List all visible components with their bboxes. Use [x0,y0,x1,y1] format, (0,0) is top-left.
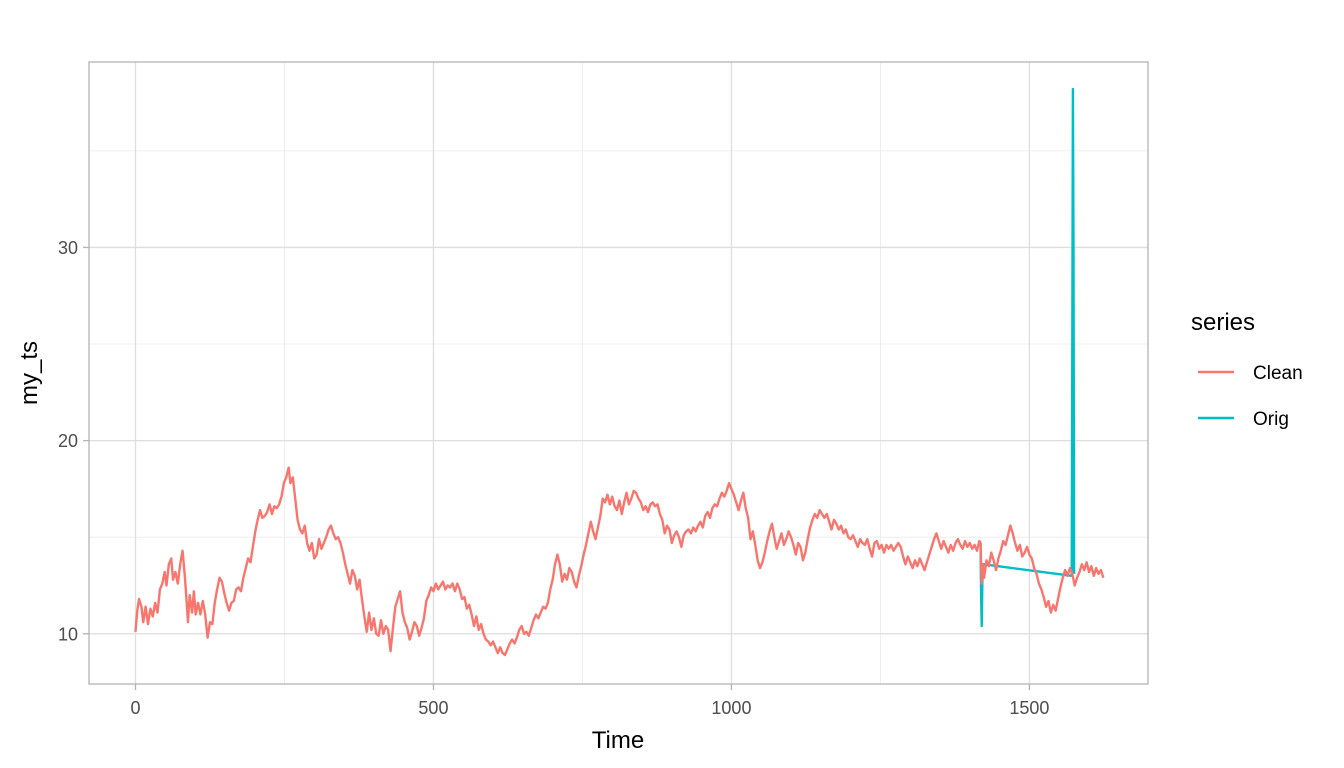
y-tick-label: 30 [58,238,78,258]
plot-panel-background [89,62,1148,684]
series-line-clean [134,466,1105,657]
series-lines [134,87,1105,657]
legend: series Clean Orig [1191,309,1303,430]
axis-ticks [83,246,1031,690]
x-tick-label: 500 [418,698,448,718]
y-axis-title: my_ts [16,341,43,405]
x-tick-label: 1000 [711,698,751,718]
x-axis-title: Time [592,727,644,754]
y-tick-label: 10 [58,624,78,644]
minor-gridlines [89,62,1148,684]
legend-title: series [1191,309,1255,336]
legend-label-clean: Clean [1253,363,1303,384]
x-tick-label: 1500 [1009,698,1049,718]
axis-tick-labels: 0 500 1000 1500 10 20 30 [58,238,1049,718]
major-gridlines [89,62,1148,684]
plot-panel-border [88,61,1149,685]
y-tick-label: 20 [58,431,78,451]
series-line-orig [979,87,1076,628]
x-tick-label: 0 [130,698,140,718]
legend-label-orig: Orig [1253,409,1289,430]
legend-items: Clean Orig [1198,363,1303,430]
